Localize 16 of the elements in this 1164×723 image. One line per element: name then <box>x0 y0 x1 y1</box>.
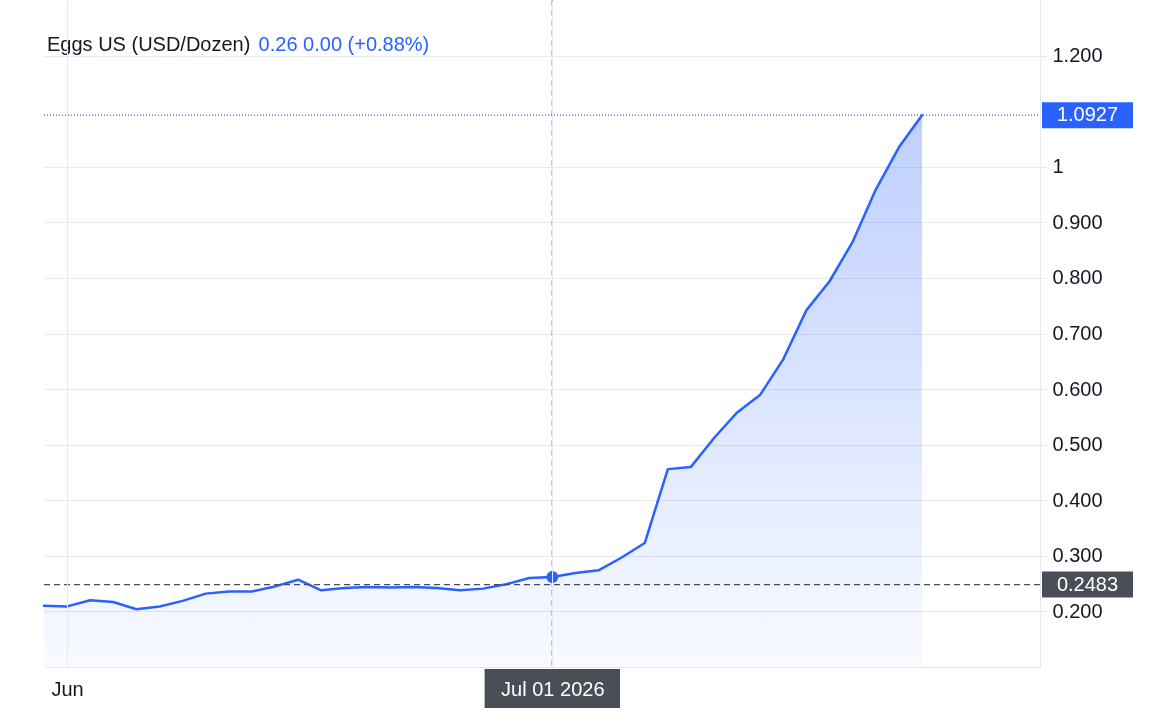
y-tick-label: 1 <box>1052 155 1064 178</box>
y-tick-label: 0.800 <box>1052 266 1103 289</box>
y-tick-label: 1.200 <box>1052 44 1103 67</box>
ref-line-label: 1.0927 <box>1056 103 1119 126</box>
ref-line-label: 0.2483 <box>1056 572 1119 595</box>
y-tick-label: 0.200 <box>1052 599 1103 622</box>
y-tick-label: 0.400 <box>1052 488 1103 511</box>
y-tick-label: 0.900 <box>1052 210 1103 233</box>
text: Eggs US (USD/Dozen) <box>47 33 251 55</box>
x-tick-label: Jul 01 2026 <box>501 677 605 700</box>
text: 0.26 0.00 (+0.88%) <box>258 33 430 55</box>
y-tick-label: 0.500 <box>1052 433 1103 456</box>
y-tick-label: 0.300 <box>1052 544 1103 567</box>
y-tick-label: 0.700 <box>1052 322 1103 344</box>
y-tick-label: 0.600 <box>1052 377 1103 400</box>
x-tick-label: Jun <box>51 677 84 700</box>
